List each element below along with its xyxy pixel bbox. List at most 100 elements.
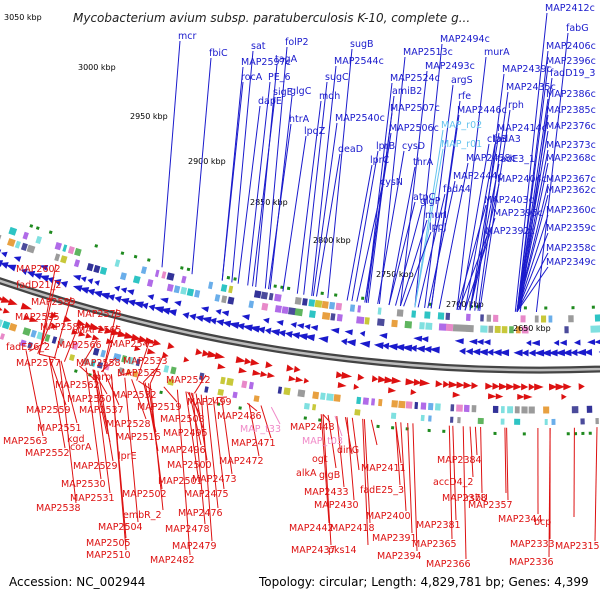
label-leader-line <box>362 418 369 546</box>
forward-gene-arrow <box>236 323 245 330</box>
cog-block <box>22 327 32 336</box>
rna-mark <box>74 369 78 373</box>
forward-gene-arrow <box>126 289 135 296</box>
forward-gene-label: MAP2493c <box>425 61 475 72</box>
label-leader-line <box>458 235 488 311</box>
forward-gene-label: clpS <box>487 134 507 145</box>
label-leader-line <box>336 416 345 488</box>
rna-mark <box>226 275 231 280</box>
reverse-gene-arrow <box>563 383 572 391</box>
reverse-gene-label: MAP2482 <box>150 555 195 566</box>
cog-block <box>303 402 310 410</box>
rna-mark <box>427 428 431 433</box>
cog-block <box>1 320 11 330</box>
kbp-tick-label: 3050 kbp <box>4 13 42 22</box>
reverse-gene-label: MAP2505 <box>86 538 131 549</box>
forward-gene-label: lprB <box>376 141 395 152</box>
cog-block <box>558 406 563 414</box>
forward-gene-arrow <box>153 306 165 314</box>
cog-block <box>314 299 323 308</box>
cog-block <box>208 281 214 290</box>
forward-gene-arrow <box>0 249 2 253</box>
rna-mark <box>320 291 324 295</box>
cog-block <box>232 391 238 399</box>
forward-gene-arrow <box>72 275 82 281</box>
label-leader-line <box>264 46 288 289</box>
feature-tracks <box>0 224 600 436</box>
label-leader-line <box>231 50 254 283</box>
reverse-gene-label: rsbU <box>466 493 488 504</box>
reverse-gene-label: MAP2400 <box>366 511 411 522</box>
cog-block <box>445 323 454 332</box>
cog-block <box>414 401 419 410</box>
forward-gene-arrow <box>359 340 371 348</box>
cog-block <box>477 417 484 425</box>
forward-gene-arrow <box>346 339 356 347</box>
forward-gene-label: MAP2506c <box>389 123 439 134</box>
cog-block <box>312 404 317 411</box>
reverse-gene-label: MAP2573 <box>77 309 122 320</box>
cog-block <box>543 406 550 414</box>
cog-block <box>520 315 526 323</box>
cog-block <box>586 405 593 413</box>
cog-block <box>492 405 499 413</box>
cog-block <box>204 386 209 393</box>
reverse-gene-arrow <box>377 375 387 383</box>
reverse-gene-label: lprE <box>118 451 137 462</box>
reverse-gene-arrow <box>405 378 416 386</box>
reverse-gene-label: MAP2486 <box>217 411 262 422</box>
cog-block <box>253 290 262 299</box>
cog-block <box>8 226 18 236</box>
cog-block <box>35 235 42 244</box>
forward-gene-label: fadE3_1 <box>497 154 535 165</box>
forward-gene-label: MAP2524c <box>390 73 440 84</box>
reverse-gene-label: MAP2559 <box>26 405 71 416</box>
cog-block <box>274 293 282 302</box>
rna-mark <box>361 296 365 300</box>
cog-block <box>227 296 235 305</box>
reverse-gene-label: MAP2551 <box>37 423 82 434</box>
label-leader-line <box>63 321 81 362</box>
reverse-gene-label: MAP2499 <box>187 397 232 408</box>
cog-block <box>163 365 170 373</box>
cog-block <box>521 406 528 414</box>
rna-mark <box>571 306 575 310</box>
reverse-gene-arrow <box>0 296 12 303</box>
label-leader-line <box>80 339 98 367</box>
forward-gene-arrow <box>304 324 311 330</box>
label-leader-line <box>356 186 383 302</box>
reverse-gene-label: MAP2411 <box>361 463 406 474</box>
forward-gene-arrow <box>499 349 510 357</box>
reverse-gene-arrow <box>167 342 175 350</box>
reverse-gene-arrow <box>534 383 544 391</box>
reverse-gene-label: MAP2595 <box>15 312 60 323</box>
forward-gene-arrow <box>241 314 250 321</box>
cog-block <box>58 338 64 346</box>
cog-block <box>362 397 369 405</box>
label-leader-line <box>163 386 178 403</box>
cog-block <box>261 302 269 311</box>
reverse-gene-label: MAP2495 <box>163 428 208 439</box>
label-leader-line <box>388 166 416 306</box>
reverse-gene-arrow <box>498 383 508 390</box>
rna-mark <box>318 418 322 422</box>
cog-block <box>450 416 454 423</box>
reverse-gene-label: MAP2532 <box>112 390 157 401</box>
forward-gene-arrow <box>148 304 156 312</box>
forward-gene-arrow <box>387 343 398 351</box>
kbp-tick-label: 2850 kbp <box>250 198 288 207</box>
reverse-gene-label: MAP2344 <box>498 514 543 525</box>
forward-gene-arrow <box>200 306 209 313</box>
cog-block <box>514 418 521 425</box>
forward-gene-arrow <box>26 270 36 278</box>
kbp-tick-label: 2650 kbp <box>513 324 551 333</box>
forward-gene-arrow <box>373 342 384 350</box>
forward-gene-arrow <box>468 338 478 345</box>
forward-gene-label: rfe <box>458 91 471 102</box>
forward-gene-arrow <box>415 345 425 353</box>
cog-block <box>466 313 471 321</box>
forward-gene-arrow <box>330 327 340 334</box>
cog-block <box>330 313 336 321</box>
cog-block <box>312 391 320 400</box>
forward-gene-label: deaD <box>338 144 363 155</box>
